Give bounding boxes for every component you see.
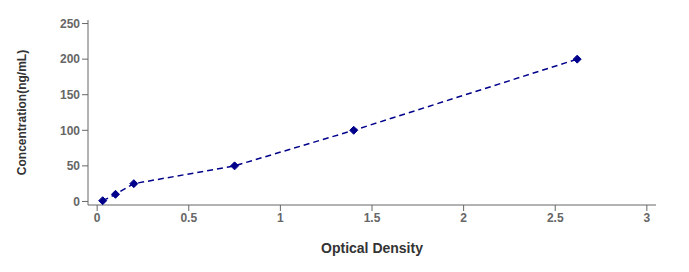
svg-text:200: 200: [60, 52, 80, 66]
svg-text:3: 3: [643, 211, 650, 225]
svg-text:0: 0: [73, 195, 80, 209]
svg-text:50: 50: [67, 159, 81, 173]
svg-text:Concentration(ng/mL): Concentration(ng/mL): [15, 50, 29, 175]
svg-text:1: 1: [277, 211, 284, 225]
svg-text:150: 150: [60, 88, 80, 102]
svg-text:2: 2: [460, 211, 467, 225]
svg-text:2.5: 2.5: [547, 211, 564, 225]
svg-text:1.5: 1.5: [364, 211, 381, 225]
svg-text:0.5: 0.5: [180, 211, 197, 225]
svg-text:100: 100: [60, 124, 80, 138]
svg-text:Optical Density: Optical Density: [321, 240, 423, 256]
svg-text:0: 0: [94, 211, 101, 225]
svg-text:250: 250: [60, 17, 80, 31]
